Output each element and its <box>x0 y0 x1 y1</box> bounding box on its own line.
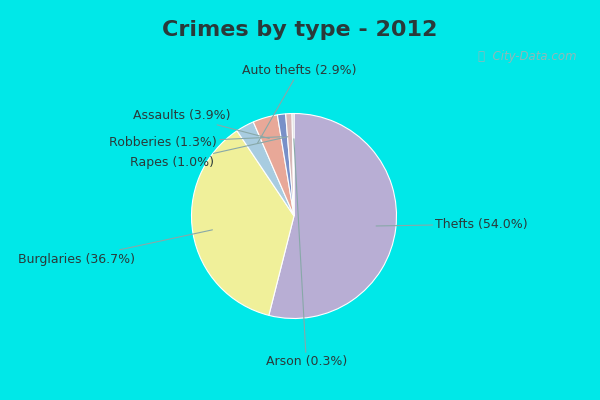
Wedge shape <box>191 131 294 315</box>
Text: Thefts (54.0%): Thefts (54.0%) <box>376 218 528 231</box>
Text: Burglaries (36.7%): Burglaries (36.7%) <box>18 230 212 266</box>
Wedge shape <box>269 114 397 318</box>
Text: Robberies (1.3%): Robberies (1.3%) <box>109 136 282 149</box>
Text: ⓘ  City-Data.com: ⓘ City-Data.com <box>478 50 577 63</box>
Text: Auto thefts (2.9%): Auto thefts (2.9%) <box>242 64 356 143</box>
Wedge shape <box>253 115 294 216</box>
Text: Rapes (1.0%): Rapes (1.0%) <box>130 137 288 169</box>
Text: Assaults (3.9%): Assaults (3.9%) <box>133 109 269 138</box>
Text: Arson (0.3%): Arson (0.3%) <box>266 139 347 368</box>
Wedge shape <box>286 114 294 216</box>
Wedge shape <box>292 114 294 216</box>
Text: Crimes by type - 2012: Crimes by type - 2012 <box>163 20 437 40</box>
Wedge shape <box>277 114 294 216</box>
Wedge shape <box>237 122 294 216</box>
